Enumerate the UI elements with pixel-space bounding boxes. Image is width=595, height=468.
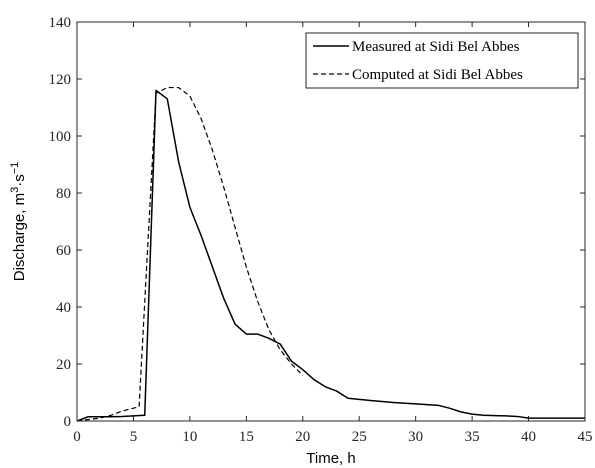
legend: Measured at Sidi Bel Abbes Computed at S… [305,32,579,89]
y-label-sup-3: 3 [9,187,21,193]
x-tick-label: 20 [295,429,310,445]
x-tick-label: 0 [73,429,81,445]
legend-box [305,32,579,89]
x-tick-label: 45 [578,429,593,445]
y-axis-ticks: 0 20 40 60 80 100 120 140 [49,15,585,430]
y-tick-label: 20 [56,357,71,373]
y-tick-label: 140 [49,15,72,31]
plot-frame [76,21,586,422]
series-line-computed [76,86,304,422]
x-axis-ticks: 0 5 10 15 20 25 30 35 40 45 [73,22,593,445]
y-label-dot: · [11,182,28,187]
legend-label-computed: Computed at Sidi Bel Abbes [352,67,523,83]
y-tick-label: 80 [56,186,71,202]
y-tick-label: 120 [49,72,72,88]
x-tick-label: 35 [465,429,480,445]
y-tick-label: 40 [56,300,71,316]
x-tick-label: 5 [130,429,138,445]
x-tick-label: 25 [352,429,367,445]
y-label-main: Discharge, m [11,193,28,281]
x-tick-label: 15 [239,429,254,445]
x-tick-label: 40 [521,429,536,445]
series-line-measured [76,89,585,422]
y-axis-label: Discharge, m3·s−1 [9,162,28,282]
series-layer [76,86,585,422]
y-tick-label: 0 [64,414,72,430]
x-tick-label: 10 [182,429,197,445]
y-tick-label: 60 [56,243,71,259]
y-label-sup-minus-1: −1 [9,162,21,175]
legend-label-measured: Measured at Sidi Bel Abbes [352,39,520,55]
x-tick-label: 30 [408,429,423,445]
y-label-s: s [11,174,28,182]
y-tick-label: 100 [49,129,72,145]
x-axis-label: Time, h [306,450,355,467]
